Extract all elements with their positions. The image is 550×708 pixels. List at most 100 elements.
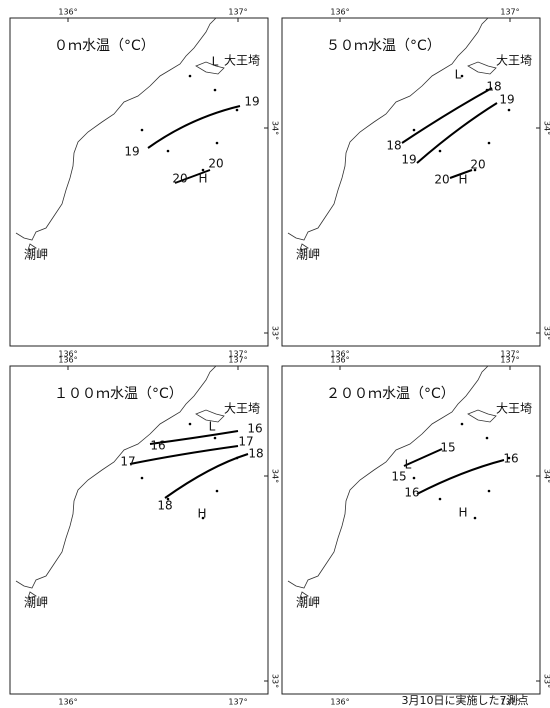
lon-label: 137° (500, 350, 519, 359)
panel-frame (9, 17, 269, 347)
isotherm (449, 169, 473, 179)
lat-label: 34° (543, 121, 550, 135)
low-marker: L (405, 458, 412, 472)
low-marker: L (455, 68, 462, 82)
station (438, 497, 442, 501)
place-label: 大王埼 (224, 402, 260, 416)
lon-label: 137° (500, 356, 519, 365)
station (188, 74, 192, 78)
lon-label: 136° (58, 350, 77, 359)
panel-frame (9, 365, 269, 695)
isotherm (129, 445, 239, 465)
isotherm (149, 430, 239, 445)
place-label: 大王埼 (224, 54, 260, 68)
panel-title: ０ｍ水温（°C） (54, 38, 155, 54)
station (487, 489, 491, 493)
contour-label: 20 (208, 157, 223, 171)
station (235, 108, 239, 112)
isotherm (174, 169, 211, 184)
panel-frame (281, 17, 541, 347)
station (166, 149, 170, 153)
lon-label: 137° (228, 8, 247, 17)
contour-label: 19 (124, 145, 139, 159)
isotherm (147, 105, 241, 149)
lon-label: 136° (58, 356, 77, 365)
contour-label: 18 (157, 499, 172, 513)
station (140, 128, 144, 132)
lon-label: 137° (228, 350, 247, 359)
panel-frame (281, 365, 541, 695)
contour-label: 19 (499, 93, 514, 107)
station (487, 141, 491, 145)
lat-label: 34° (271, 469, 280, 483)
station (412, 476, 416, 480)
lon-label: 137° (500, 698, 519, 707)
lat-label: 33° (543, 674, 550, 688)
station (473, 516, 477, 520)
station (438, 149, 442, 153)
low-marker: L (212, 55, 219, 69)
place-label: 潮岬 (296, 247, 320, 262)
contour-label: 16 (404, 486, 419, 500)
lat-label: 33° (271, 674, 280, 688)
panel-title: ２００ｍ水温（°C） (326, 386, 455, 402)
place-label: 大王埼 (496, 54, 532, 68)
contour-label: 20 (434, 173, 449, 187)
lon-label: 136° (330, 8, 349, 17)
station (460, 74, 464, 78)
contour-label: 17 (238, 435, 253, 449)
lon-label: 136° (330, 350, 349, 359)
caption: 3月10日に実施した7測点 (402, 693, 529, 707)
station (460, 422, 464, 426)
lat-label: 33° (271, 326, 280, 340)
isotherm (403, 448, 443, 467)
contour-label: 20 (470, 158, 485, 172)
contour-label: 20 (172, 172, 187, 186)
place-label: 潮岬 (296, 595, 320, 610)
high-marker: H (458, 506, 467, 520)
contour-label: 19 (401, 153, 416, 167)
panel-title: ５０ｍ水温（°C） (326, 38, 441, 54)
lon-label: 137° (500, 8, 519, 17)
station (473, 168, 477, 172)
lon-label: 136° (58, 8, 77, 17)
lat-label: 34° (543, 469, 550, 483)
isotherm (401, 87, 493, 144)
station (485, 436, 489, 440)
contour-label: 18 (248, 447, 263, 461)
contour-label: 16 (247, 422, 262, 436)
station (140, 476, 144, 480)
high-marker: H (198, 172, 207, 186)
contour-label: 17 (120, 455, 135, 469)
low-marker: L (209, 420, 216, 434)
contour-label: 16 (150, 439, 165, 453)
station (215, 489, 219, 493)
place-label: 潮岬 (24, 247, 48, 262)
place-label: 潮岬 (24, 595, 48, 610)
station (166, 497, 170, 501)
lat-label: 33° (543, 326, 550, 340)
station (201, 168, 205, 172)
contour-label: 16 (503, 452, 518, 466)
isotherm (416, 102, 498, 164)
lon-label: 136° (330, 698, 349, 707)
station (412, 128, 416, 132)
high-marker: H (458, 173, 467, 187)
station (507, 108, 511, 112)
lon-label: 137° (228, 356, 247, 365)
lon-label: 136° (330, 356, 349, 365)
contour-label: 19 (244, 95, 259, 109)
high-marker: H (197, 507, 206, 521)
panel-title: １００ｍ水温（°C） (54, 386, 183, 402)
isotherm (416, 459, 505, 495)
contour-label: 18 (486, 80, 501, 94)
map-panel: 136°136°137°137°34°33°１００ｍ水温（°C）大王埼潮岬161… (9, 356, 280, 707)
lat-label: 34° (271, 121, 280, 135)
station (213, 436, 217, 440)
station (507, 456, 511, 460)
lon-label: 136° (58, 698, 77, 707)
